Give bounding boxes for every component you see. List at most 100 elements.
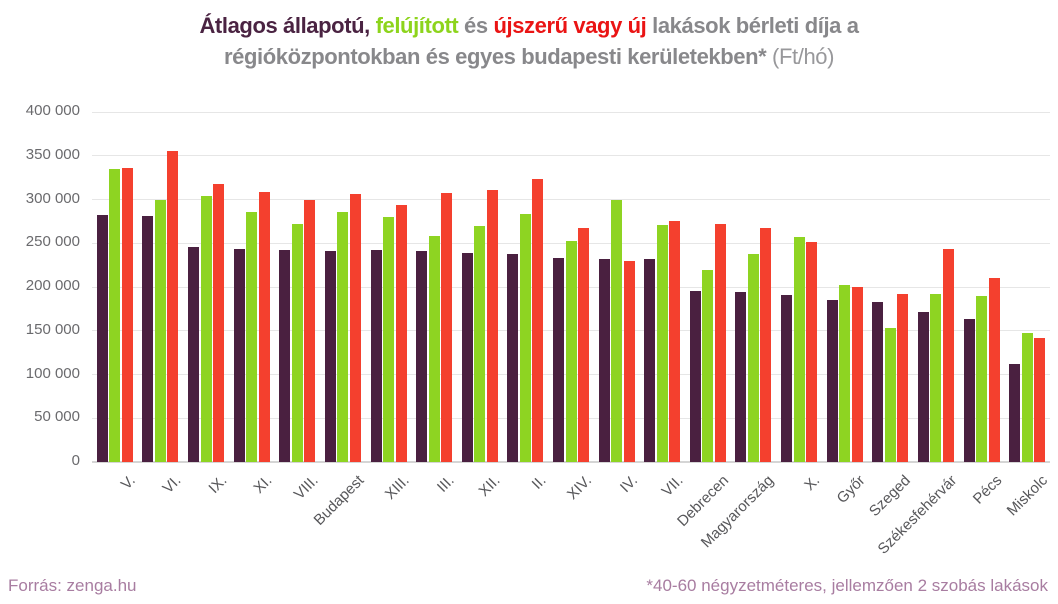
bar-atlagos-allapotu-viii: [279, 250, 291, 462]
bar-atlagos-allapotu-iv: [598, 259, 610, 462]
y-axis-tick-label: 400 000: [25, 102, 80, 119]
x-axis-label-ii: II.: [528, 472, 550, 493]
gridline: [92, 199, 1050, 200]
bar-ujszeru-vagy-uj-x: [806, 242, 818, 462]
bar-felujitott-debrecen: [702, 269, 714, 462]
bar-felujitott-xii: [474, 225, 486, 462]
bar-ujszeru-vagy-uj-iii: [441, 192, 453, 462]
bar-felujitott-vii: [656, 224, 668, 462]
bar-atlagos-allapotu-vi: [142, 216, 154, 462]
x-axis-label-viii: VIII.: [290, 472, 322, 503]
title-line1-segment-3: újszerű vagy új: [493, 13, 647, 38]
bar-atlagos-allapotu-ix: [188, 246, 200, 462]
bar-atlagos-allapotu-vii: [644, 259, 656, 462]
x-axis-label-gyor: Győr: [833, 472, 869, 508]
bar-felujitott-budapest: [337, 211, 349, 462]
bar-ujszeru-vagy-uj-szekesfehervar: [942, 248, 954, 462]
x-axis-label-xii: XII.: [475, 472, 504, 500]
title-line2-segment-0: régióközpontokban és egyes budapesti ker…: [223, 44, 767, 69]
y-axis-tick-label: 0: [71, 452, 80, 469]
bar-ujszeru-vagy-uj-budapest: [349, 194, 361, 462]
chart-title-line1: Átlagos állapotú, felújított és újszerű …: [0, 10, 1058, 41]
bar-atlagos-allapotu-ii: [507, 253, 519, 462]
y-axis-tick-label: 100 000: [25, 364, 80, 382]
x-axis-line: [92, 461, 1050, 463]
bar-atlagos-allapotu-pecs: [963, 319, 975, 462]
footer: Forrás: zenga.hu *40-60 négyzetméteres, …: [0, 576, 1058, 600]
gridline: [92, 111, 1050, 113]
bar-atlagos-allapotu-szekesfehervar: [917, 312, 929, 462]
bar-felujitott-szeged: [884, 328, 896, 462]
bar-atlagos-allapotu-xi: [233, 249, 245, 462]
bar-ujszeru-vagy-uj-vi: [167, 151, 179, 462]
bar-felujitott-szekesfehervar: [930, 294, 942, 462]
x-axis-label-pecs: Pécs: [969, 472, 1006, 508]
bar-ujszeru-vagy-uj-magyarorszag: [760, 227, 772, 462]
x-axis-label-xiv: XIV.: [563, 472, 596, 504]
y-axis-tick-label: 300 000: [25, 189, 80, 207]
x-axis-label-iii: III.: [434, 472, 459, 496]
bar-atlagos-allapotu-iii: [416, 251, 428, 462]
bar-ujszeru-vagy-uj-ix: [213, 183, 225, 462]
bar-felujitott-ii: [519, 214, 531, 462]
x-axis-label-iv: IV.: [616, 472, 641, 497]
bar-felujitott-viii: [291, 224, 303, 462]
bar-ujszeru-vagy-uj-miskolc: [1034, 337, 1046, 462]
bar-felujitott-iv: [611, 199, 623, 462]
bar-ujszeru-vagy-uj-xiii: [395, 204, 407, 462]
bar-felujitott-xiii: [383, 217, 395, 462]
bar-ujszeru-vagy-uj-xii: [486, 189, 498, 462]
bar-ujszeru-vagy-uj-pecs: [988, 278, 1000, 462]
title-line1-segment-1: felújított: [369, 13, 459, 38]
bar-ujszeru-vagy-uj-iv: [623, 260, 635, 462]
bar-felujitott-ix: [200, 196, 212, 462]
bar-ujszeru-vagy-uj-vii: [669, 221, 681, 462]
bar-felujitott-pecs: [976, 295, 988, 462]
bar-ujszeru-vagy-uj-ii: [532, 178, 544, 462]
y-axis-tick-label: 350 000: [25, 145, 80, 163]
x-axis-label-xiii: XIII.: [381, 472, 413, 503]
y-axis-tick-label: 200 000: [25, 277, 80, 294]
bar-felujitott-xi: [246, 211, 258, 462]
bar-atlagos-allapotu-x: [781, 294, 793, 462]
chart-title-line2: régióközpontokban és egyes budapesti ker…: [0, 41, 1058, 72]
x-axis-label-v: V.: [117, 472, 139, 494]
title-line1-segment-2: és: [458, 13, 494, 38]
bar-atlagos-allapotu-szeged: [872, 301, 884, 462]
title-line2-segment-1: (Ft/hó): [766, 44, 835, 69]
bar-atlagos-allapotu-xiii: [370, 250, 382, 462]
bar-atlagos-allapotu-debrecen: [689, 291, 701, 462]
x-axis-label-miskolc: Miskolc: [1003, 472, 1052, 520]
x-axis-label-vi: VI.: [159, 472, 185, 497]
bar-ujszeru-vagy-uj-gyor: [851, 287, 863, 462]
bar-atlagos-allapotu-v: [96, 215, 108, 462]
bar-atlagos-allapotu-xii: [461, 252, 473, 462]
y-axis-tick-label: 150 000: [25, 320, 80, 338]
gridline: [92, 155, 1050, 157]
bar-felujitott-miskolc: [1021, 333, 1033, 462]
bar-ujszeru-vagy-uj-xiv: [578, 228, 589, 462]
source-credit: Forrás: zenga.hu: [8, 576, 137, 595]
bar-felujitott-gyor: [839, 285, 851, 462]
bar-felujitott-x: [793, 237, 805, 462]
bar-ujszeru-vagy-uj-debrecen: [714, 224, 726, 462]
bar-ujszeru-vagy-uj-xi: [258, 191, 270, 462]
title-line1-segment-4: lakások bérleti díja a: [646, 13, 859, 38]
chart-title: Átlagos állapotú, felújított és újszerű …: [0, 10, 1058, 72]
bar-ujszeru-vagy-uj-v: [121, 168, 133, 462]
bar-ujszeru-vagy-uj-szeged: [897, 294, 909, 462]
bar-atlagos-allapotu-budapest: [324, 251, 336, 462]
bar-ujszeru-vagy-uj-viii: [304, 199, 316, 462]
x-axis-label-x: X.: [801, 472, 824, 495]
bar-atlagos-allapotu-magyarorszag: [735, 292, 747, 462]
bar-felujitott-v: [109, 168, 121, 462]
x-axis-label-ix: IX.: [205, 472, 231, 497]
bar-felujitott-vi: [154, 199, 166, 462]
bar-felujitott-magyarorszag: [747, 253, 759, 462]
footnote: *40-60 négyzetméteres, jellemzően 2 szob…: [646, 576, 1048, 595]
bar-atlagos-allapotu-miskolc: [1009, 364, 1021, 462]
bar-felujitott-xiv: [565, 240, 577, 462]
title-line1-segment-0: Átlagos állapotú,: [199, 13, 370, 38]
